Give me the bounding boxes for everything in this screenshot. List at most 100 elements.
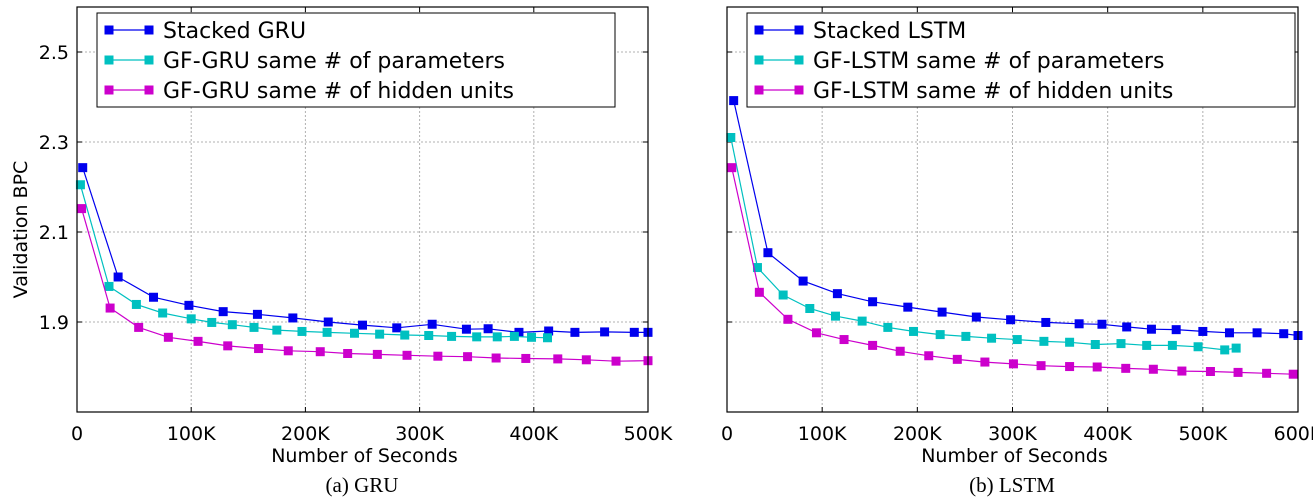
x-tick-label: 400K (509, 423, 558, 445)
x-tick-label: 300K (988, 423, 1037, 445)
data-point (343, 349, 353, 358)
data-point (184, 300, 194, 310)
data-point (186, 314, 196, 324)
data-point (315, 347, 325, 357)
data-point (134, 322, 144, 332)
data-point (514, 327, 524, 337)
legend-marker (794, 85, 804, 95)
data-point (283, 346, 293, 356)
series-line-0 (82, 167, 648, 334)
legend-marker (104, 25, 114, 35)
data-point (1171, 325, 1181, 335)
data-point (952, 354, 962, 364)
data-point (1146, 324, 1156, 334)
legend-marker (104, 55, 114, 65)
data-point (1252, 328, 1262, 338)
data-point (832, 289, 842, 299)
data-point (1231, 343, 1241, 353)
data-point (223, 341, 233, 351)
legend-marker (754, 25, 764, 35)
data-point (1177, 366, 1187, 376)
data-point (104, 281, 114, 291)
data-point (427, 319, 437, 329)
data-point (1039, 336, 1049, 346)
x-tick-label: 200K (893, 423, 942, 445)
data-point (883, 322, 893, 332)
data-point (581, 355, 591, 365)
data-point (805, 304, 815, 313)
x-tick-label: 0 (71, 423, 83, 445)
data-point (1121, 363, 1131, 373)
data-point (1224, 328, 1234, 338)
plot-frame (726, 6, 1299, 413)
data-point (961, 331, 971, 341)
legend-box (746, 12, 1296, 108)
data-point (1233, 367, 1243, 377)
data-point (553, 354, 563, 364)
data-point (1090, 340, 1100, 349)
y-tick-label: 2.5 (39, 42, 69, 64)
legend-label: GF-GRU same # of hidden units (163, 79, 514, 104)
data-point (868, 340, 878, 350)
data-point (492, 332, 502, 342)
data-point (1167, 340, 1177, 350)
data-point (461, 324, 471, 334)
data-point (113, 272, 123, 282)
y-tick-label: 1.9 (39, 312, 69, 334)
y-axis-label: Validation BPC (10, 161, 32, 299)
data-point (297, 326, 307, 336)
data-point (1097, 319, 1107, 329)
data-point (322, 327, 332, 337)
data-point (252, 309, 262, 319)
data-point (1193, 342, 1203, 352)
data-point (935, 330, 945, 340)
legend-label: GF-LSTM same # of parameters (813, 49, 1164, 74)
data-point (193, 336, 203, 346)
data-point (433, 351, 443, 361)
data-point (131, 299, 141, 309)
data-point (830, 311, 840, 321)
legend-label: GF-GRU same # of parameters (163, 49, 505, 74)
data-point (372, 349, 382, 359)
data-point (78, 163, 88, 173)
data-point (980, 357, 990, 367)
data-point (726, 133, 736, 142)
legend-label: Stacked GRU (163, 19, 306, 44)
data-point (629, 327, 639, 337)
chart-panel-lstm: 0 100K 200K 300K 400K 500K 600K Number of Secon… (721, 6, 1313, 497)
data-point (1148, 364, 1158, 374)
data-point (323, 317, 333, 327)
data-point (868, 297, 878, 307)
legend-marker (144, 85, 154, 95)
data-point (358, 320, 367, 330)
data-point (1065, 362, 1075, 372)
x-tick-label: 300K (395, 423, 444, 445)
data-point (1065, 337, 1075, 347)
data-point (857, 316, 867, 326)
data-point (402, 350, 412, 360)
x-axis-label: Number of Seconds (921, 445, 1108, 467)
series-line-0 (733, 100, 1299, 337)
data-point (1122, 322, 1132, 332)
data-point (1012, 335, 1022, 345)
data-point (1198, 326, 1208, 336)
x-tick-label: 100K (167, 423, 216, 445)
data-point (424, 331, 434, 340)
data-point (783, 314, 793, 324)
data-point (924, 351, 934, 361)
legend-marker (794, 55, 804, 65)
data-point (798, 276, 808, 286)
data-point (909, 326, 919, 336)
legend-marker (144, 25, 154, 35)
x-tick-label: 0 (721, 423, 733, 445)
legend-marker (104, 85, 114, 95)
data-point (1288, 369, 1298, 379)
legend-marker (754, 55, 764, 65)
data-point (1036, 361, 1046, 371)
data-point (839, 335, 849, 345)
data-point (971, 312, 981, 322)
data-point (1262, 368, 1272, 378)
legend-marker (144, 55, 154, 65)
data-point (163, 332, 173, 342)
